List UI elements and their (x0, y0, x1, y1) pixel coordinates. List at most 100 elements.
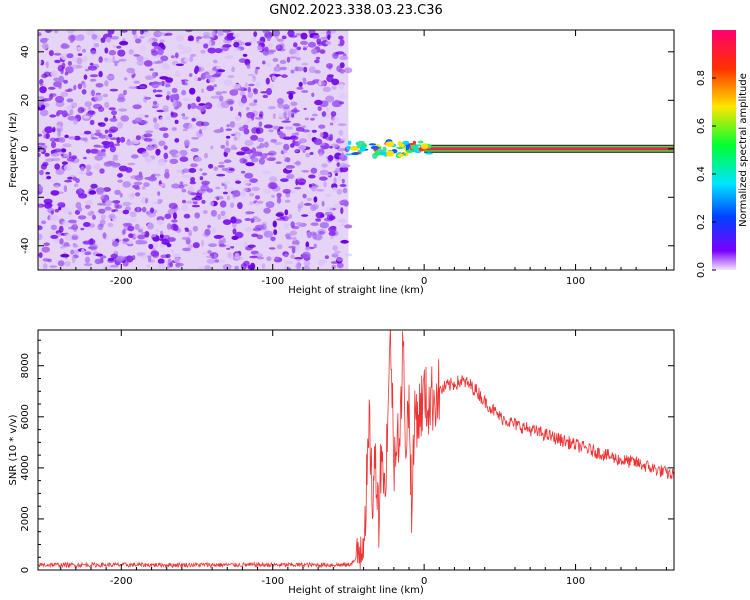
noise-speckle (319, 176, 328, 181)
noise-speckle (157, 191, 161, 196)
noise-speckle (97, 145, 104, 148)
noise-speckle (204, 105, 209, 108)
noise-speckle (293, 161, 301, 165)
noise-speckle (204, 153, 208, 159)
noise-speckle (84, 204, 91, 209)
noise-speckle (321, 131, 329, 139)
noise-speckle (118, 108, 128, 112)
noise-speckle (95, 253, 104, 257)
noise-speckle (340, 152, 345, 159)
noise-speckle (240, 263, 247, 270)
noise-speckle (225, 135, 231, 139)
noise-speckle (221, 238, 227, 244)
noise-speckle (84, 256, 91, 264)
noise-speckle (231, 66, 235, 73)
noise-speckle (323, 181, 327, 188)
noise-speckle (314, 59, 320, 64)
noise-speckle (76, 191, 81, 194)
noise-speckle (40, 163, 48, 170)
noise-speckle (298, 138, 307, 144)
noise-speckle (83, 263, 93, 266)
noise-speckle (90, 49, 97, 55)
noise-speckle (201, 126, 208, 131)
noise-speckle (204, 265, 212, 270)
noise-speckle (313, 196, 318, 203)
noise-speckle (160, 230, 164, 235)
noise-speckle (104, 129, 108, 134)
noise-speckle (304, 117, 310, 121)
noise-speckle (128, 49, 134, 55)
noise-speckle (247, 86, 251, 93)
noise-speckle (86, 30, 95, 36)
noise-speckle (61, 110, 68, 118)
noise-speckle (243, 179, 250, 186)
noise-speckle (83, 137, 88, 142)
noise-speckle (234, 122, 243, 128)
noise-speckle (202, 31, 211, 37)
noise-speckle (266, 35, 271, 42)
noise-speckle (42, 98, 52, 102)
noise-speckle (318, 124, 326, 129)
noise-speckle (272, 125, 281, 130)
noise-speckle (44, 126, 54, 134)
noise-speckle (294, 257, 303, 260)
noise-speckle (336, 147, 346, 152)
signal-onset-blob (385, 141, 395, 147)
noise-speckle (71, 256, 76, 264)
noise-speckle (284, 199, 291, 203)
noise-speckle (213, 234, 223, 239)
noise-speckle (97, 122, 103, 126)
noise-speckle (303, 66, 308, 73)
noise-speckle (128, 233, 134, 239)
noise-speckle (238, 126, 245, 132)
noise-speckle (90, 148, 99, 154)
noise-speckle (249, 255, 259, 259)
noise-speckle (164, 168, 170, 174)
noise-speckle (50, 190, 60, 196)
noise-speckle (173, 224, 179, 232)
noise-speckle (182, 168, 190, 173)
noise-speckle (156, 109, 165, 113)
noise-speckle (116, 136, 121, 144)
noise-speckle (127, 193, 135, 200)
noise-speckle (38, 152, 41, 158)
noise-speckle (134, 117, 143, 122)
signal-onset-blob (345, 153, 353, 156)
noise-speckle (173, 212, 177, 220)
noise-speckle (321, 163, 328, 168)
noise-speckle (319, 169, 329, 176)
noise-speckle (141, 206, 147, 213)
noise-speckle (190, 102, 197, 109)
noise-speckle (115, 255, 125, 262)
noise-speckle (123, 89, 127, 96)
noise-speckle (289, 56, 297, 59)
noise-speckle (68, 151, 72, 159)
noise-speckle (295, 66, 304, 72)
noise-speckle (66, 157, 76, 162)
noise-speckle (108, 213, 116, 220)
noise-speckle (179, 156, 189, 162)
noise-speckle (272, 220, 277, 228)
noise-speckle (325, 206, 333, 212)
noise-speckle (170, 55, 175, 59)
noise-speckle (296, 258, 301, 262)
noise-speckle (172, 100, 177, 108)
noise-speckle (193, 75, 198, 82)
noise-speckle (181, 188, 187, 193)
noise-speckle (222, 191, 228, 195)
noise-speckle (251, 78, 256, 82)
noise-speckle (286, 173, 295, 179)
noise-speckle (118, 58, 127, 62)
noise-speckle (122, 201, 131, 207)
noise-speckle (48, 202, 52, 206)
noise-speckle (258, 114, 263, 117)
noise-speckle (273, 141, 283, 145)
noise-speckle (155, 148, 161, 156)
noise-speckle (199, 128, 202, 135)
noise-speckle (309, 152, 314, 155)
noise-speckle (208, 243, 218, 248)
noise-speckle (159, 127, 169, 131)
noise-speckle (333, 170, 339, 174)
noise-speckle (120, 30, 128, 33)
noise-speckle (127, 225, 135, 232)
